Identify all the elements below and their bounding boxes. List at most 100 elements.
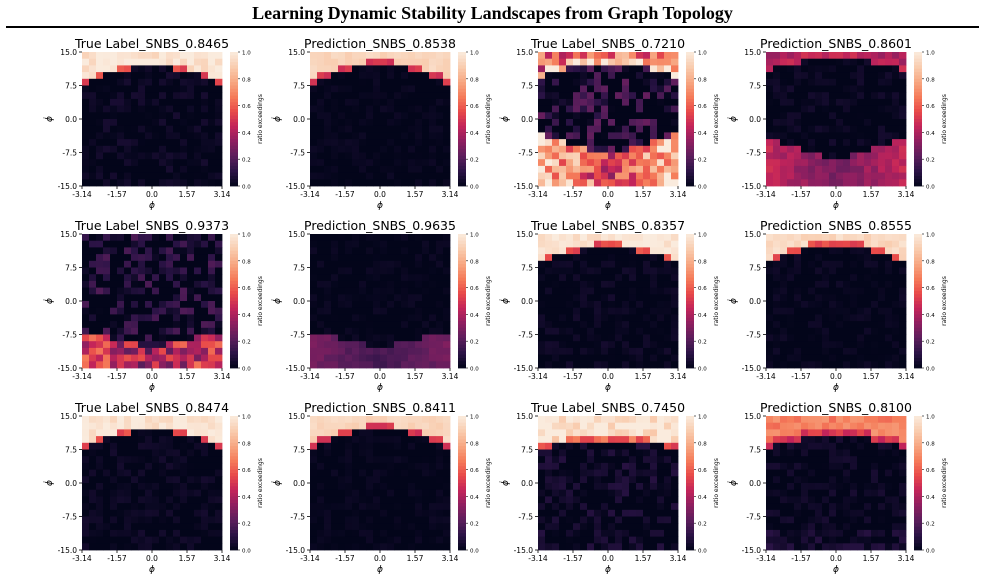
heatmap-cell [643,145,651,153]
heatmap-cell [366,247,374,255]
heatmap-cell [138,509,146,517]
heatmap-cell [885,361,893,369]
heatmap-cell [545,327,553,335]
heatmap-cell [145,489,153,497]
heatmap-cell [380,429,388,437]
heatmap-cell [310,503,318,511]
heatmap-cell [89,301,97,309]
heatmap-cell [152,52,160,60]
heatmap-cell [608,294,616,302]
heatmap-cell [871,98,879,106]
colorbar-segment [914,102,922,106]
heatmap-cell [103,429,111,437]
heatmap-cell [131,172,139,180]
heatmap-cell [601,301,609,309]
heatmap-cell [338,334,346,342]
heatmap-cell [787,58,795,66]
heatmap-cell [815,260,823,268]
heatmap-cell [324,119,332,127]
x-tick-label: 0.0 [830,190,842,199]
heatmap-cell [352,172,360,180]
heatmap-cell [552,422,560,430]
heatmap-cell [401,52,409,60]
heatmap-cell [166,327,174,335]
heatmap-cell [580,503,588,511]
heatmap-cell [331,139,339,147]
heatmap-cell [885,321,893,329]
heatmap-cell [394,543,402,551]
heatmap-cell [878,307,886,315]
heatmap-cell [608,516,616,524]
heatmap-cell [159,503,167,511]
heatmap-cell [131,496,139,504]
heatmap-cell [124,254,132,262]
heatmap-cell [82,287,90,295]
heatmap-cell [629,78,637,86]
heatmap-cell [96,334,104,342]
heatmap-cell [443,341,451,349]
heatmap-cell [436,112,444,120]
heatmap-cell [850,234,858,242]
heatmap-cell [843,159,851,167]
heatmap-cell [201,52,209,60]
colorbar-segment [230,361,238,366]
heatmap-cell [215,436,223,444]
heatmap-cell [317,416,325,424]
heatmap-cell [815,334,823,342]
heatmap-cell [359,301,367,309]
colorbar-segment [686,82,694,86]
heatmap-cell [352,85,360,93]
heatmap-cell [380,179,388,187]
heatmap-cell [794,92,802,100]
heatmap-cell [587,476,595,484]
heatmap-cell [166,483,174,491]
heatmap-cell [373,260,381,268]
heatmap-cell [429,483,437,491]
heatmap-cell [96,294,104,302]
heatmap-cell [552,58,560,66]
heatmap-cell [594,516,602,524]
heatmap-cell [787,280,795,288]
heatmap-cell [545,274,553,282]
heatmap-cell [194,543,202,551]
heatmap-cell [843,98,851,106]
heatmap-cell [601,145,609,153]
heatmap-cell [594,105,602,113]
colorbar-tick-label: 0.8 [470,77,479,83]
colorbar-segment [230,546,238,551]
heatmap-cell [573,416,581,424]
heatmap-cell [801,301,809,309]
heatmap-cell [801,105,809,113]
heatmap-cell [145,145,153,153]
heatmap-cell [152,543,160,551]
heatmap-cell [338,92,346,100]
heatmap-cell [103,476,111,484]
heatmap-cell [366,260,374,268]
colorbar-segment [914,52,922,56]
heatmap-cell [310,496,318,504]
heatmap-cell [671,327,679,335]
heatmap-cell [608,145,616,153]
heatmap-cell [843,354,851,362]
heatmap-cell [545,536,553,544]
heatmap-cell [82,105,90,113]
heatmap-cell [194,58,202,66]
heatmap-cell [622,260,630,268]
colorbar-segment [914,172,922,177]
heatmap-cell [380,287,388,295]
heatmap-cell [415,172,423,180]
heatmap-cell [878,294,886,302]
heatmap-cell [566,260,574,268]
heatmap-cell [415,516,423,524]
colorbar-segment [458,429,466,434]
colorbar-segment [458,499,466,504]
x-tick-label: -3.14 [528,190,548,199]
heatmap-cell [82,260,90,268]
colorbar-segment [458,466,466,470]
colorbar-segment [230,55,238,60]
heatmap-cell [338,85,346,93]
colorbar-segment [458,88,466,93]
heatmap-cell [636,274,644,282]
heatmap-cell [436,334,444,342]
heatmap-cell [566,159,574,167]
